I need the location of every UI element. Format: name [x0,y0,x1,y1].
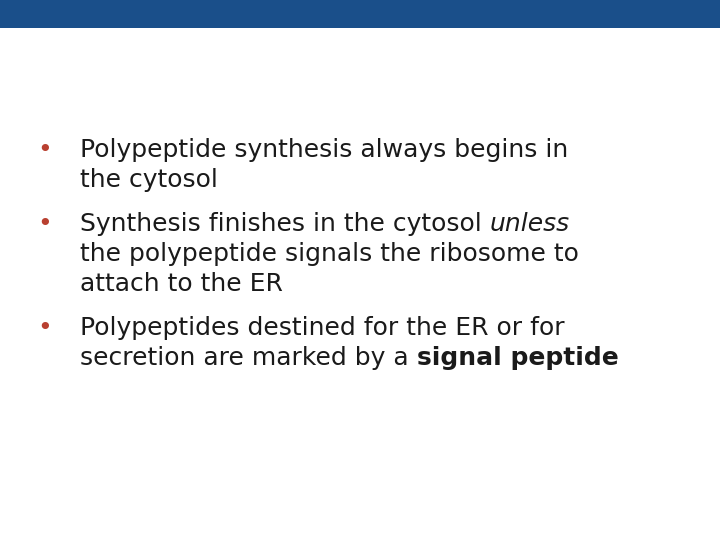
Text: attach to the ER: attach to the ER [80,272,283,296]
Text: secretion are marked by a: secretion are marked by a [80,346,417,370]
Text: •: • [37,316,53,340]
Text: the polypeptide signals the ribosome to: the polypeptide signals the ribosome to [80,242,579,266]
Text: the cytosol: the cytosol [80,168,218,192]
Text: unless: unless [490,212,570,236]
Text: Polypeptides destined for the ER or for: Polypeptides destined for the ER or for [80,316,564,340]
Bar [0,0,720,28]
Text: •: • [37,138,53,162]
Text: Synthesis finishes in the cytosol: Synthesis finishes in the cytosol [80,212,490,236]
Text: signal peptide: signal peptide [417,346,618,370]
Text: •: • [37,212,53,236]
Text: Polypeptide synthesis always begins in: Polypeptide synthesis always begins in [80,138,568,162]
